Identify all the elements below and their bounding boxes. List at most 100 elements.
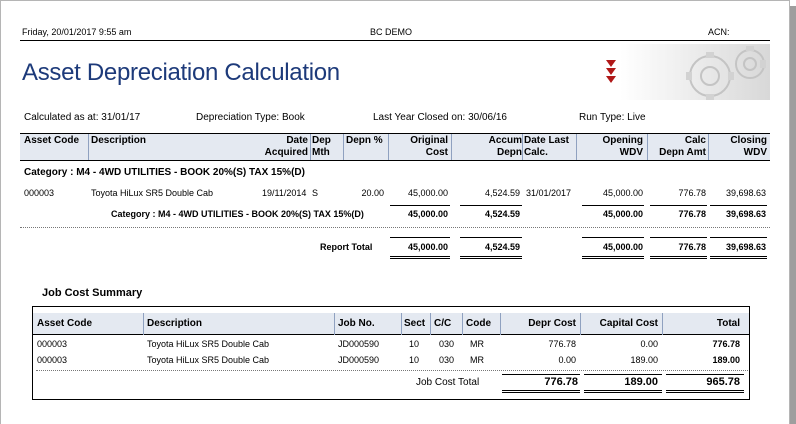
- category-total-closing-wdv: 39,698.63: [725, 209, 766, 219]
- total-rule: [390, 237, 450, 238]
- category-heading: Category : M4 - 4WD UTILITIES - BOOK 20%…: [24, 167, 305, 178]
- col-accum-depn-2: Depn: [497, 147, 522, 158]
- col-accum-depn-1: Accum: [488, 135, 522, 146]
- col-description: Description: [91, 135, 147, 146]
- col-opening-wdv-1: Opening: [602, 135, 643, 146]
- category-total-calc-depn: 776.78: [678, 209, 706, 219]
- asset-closing-wdv: 39,698.63: [725, 188, 766, 198]
- last-year-closed: Last Year Closed on: 30/06/16: [373, 112, 507, 123]
- col-original-cost-2: Cost: [425, 147, 448, 158]
- gear-logo-icon: [600, 44, 770, 100]
- calculated-as-at: Calculated as at: 31/01/17: [24, 112, 141, 123]
- col-calc-depn-2: Depn Amt: [659, 147, 706, 158]
- jc-row-code: MR: [470, 355, 484, 365]
- total-double-rule: [650, 256, 707, 259]
- jc-total-double-rule: [666, 390, 744, 393]
- jc-row-cc: 030: [439, 355, 455, 365]
- jc-col-job-no: Job No.: [338, 318, 375, 329]
- job-cost-total-label: Job Cost Total: [416, 377, 480, 388]
- report-total-accum-depn: 4,524.59: [484, 242, 520, 252]
- col-closing-wdv-1: Closing: [730, 135, 767, 146]
- company-name: BC DEMO: [370, 27, 413, 37]
- col-closing-wdv-2: WDV: [743, 147, 767, 158]
- col-sep: [310, 134, 311, 160]
- col-date-acquired-2: Acquired: [264, 147, 308, 158]
- job-cost-summary-title: Job Cost Summary: [42, 287, 143, 299]
- category-total-opening-wdv: 45,000.00: [602, 209, 643, 219]
- page-shadow: [790, 6, 796, 424]
- jc-row-description: Toyota HiLux SR5 Double Cab: [147, 339, 270, 349]
- report-total-original-cost: 45,000.00: [407, 242, 448, 252]
- asset-description: Toyota HiLux SR5 Double Cab: [91, 188, 214, 198]
- jc-col-total: Total: [716, 318, 740, 329]
- col-sep: [500, 313, 501, 335]
- col-sep: [334, 313, 335, 335]
- jc-row-code: MR: [470, 339, 484, 349]
- subtotal-rule: [710, 205, 767, 206]
- run-type: Run Type: Live: [579, 112, 646, 123]
- col-calc-depn-1: Calc: [684, 135, 706, 146]
- col-sep: [401, 313, 402, 335]
- col-sep: [143, 313, 144, 335]
- jc-row-description: Toyota HiLux SR5 Double Cab: [147, 355, 270, 365]
- asset-date-acquired: 19/11/2014: [262, 188, 307, 198]
- asset-dep-mth: S: [312, 188, 319, 198]
- asset-opening-wdv: 45,000.00: [602, 188, 643, 198]
- col-sep: [708, 134, 709, 160]
- asset-depn-pct: 20.00: [361, 188, 384, 198]
- asset-code: 000003: [24, 188, 55, 198]
- total-double-rule: [582, 256, 644, 259]
- report-datetime: Friday, 20/01/2017 9:55 am: [22, 27, 132, 37]
- asset-accum-depn: 4,524.59: [484, 188, 520, 198]
- job-cost-divider: [36, 370, 748, 371]
- job-cost-header-band: [33, 313, 749, 335]
- column-header-band: [20, 133, 770, 161]
- col-date-acquired-1: Date: [286, 135, 308, 146]
- jc-row-sect: 10: [409, 355, 420, 365]
- jc-row-capital-cost: 189.00: [630, 355, 658, 365]
- col-depn-pct: Depn %: [346, 135, 383, 146]
- jc-row-depr-cost: 0.00: [558, 355, 576, 365]
- jc-total-rule: [666, 374, 744, 375]
- category-total-label: Category : M4 - 4WD UTILITIES - BOOK 20%…: [111, 209, 364, 219]
- jc-row-total: 776.78: [712, 339, 740, 349]
- jc-col-sect: Sect: [404, 318, 426, 329]
- subtotal-rule: [390, 205, 450, 206]
- report-total-calc-depn: 776.78: [678, 242, 706, 252]
- jc-row-job-no: JD000590: [338, 355, 380, 365]
- jc-total-rule: [502, 374, 580, 375]
- report-total-closing-wdv: 39,698.63: [725, 242, 766, 252]
- jc-row-asset-code: 000003: [37, 355, 68, 365]
- asset-date-last-calc: 31/01/2017: [526, 188, 572, 198]
- jc-col-asset-code: Asset Code: [37, 318, 93, 329]
- category-total-original-cost: 45,000.00: [407, 209, 448, 219]
- jc-row-sect: 10: [409, 339, 420, 349]
- category-total-accum-depn: 4,524.59: [484, 209, 520, 219]
- asset-calc-depn: 776.78: [678, 188, 706, 198]
- jc-col-capital-cost: Capital Cost: [599, 318, 658, 329]
- total-double-rule: [710, 256, 767, 259]
- col-opening-wdv-2: WDV: [619, 147, 643, 158]
- jc-row-cc: 030: [439, 339, 455, 349]
- report-title: Asset Depreciation Calculation: [22, 59, 340, 86]
- col-sep: [662, 313, 663, 335]
- report-total-label: Report Total: [320, 242, 373, 252]
- report-total-opening-wdv: 45,000.00: [602, 242, 643, 252]
- jc-col-depr-cost: Depr Cost: [528, 318, 576, 329]
- col-sep: [462, 313, 463, 335]
- col-original-cost-1: Original: [410, 135, 448, 146]
- subtotal-rule: [460, 205, 522, 206]
- jc-row-total: 189.00: [712, 355, 740, 365]
- jc-total-double-rule: [502, 390, 580, 393]
- col-sep: [580, 313, 581, 335]
- total-rule: [650, 237, 707, 238]
- col-asset-code: Asset Code: [24, 135, 80, 146]
- depreciation-type: Depreciation Type: Book: [196, 112, 305, 123]
- col-dep-mth-2: Mth: [312, 147, 330, 158]
- header-rule: [20, 40, 770, 41]
- jc-total-double-rule: [584, 390, 662, 393]
- col-date-last-2: Calc.: [524, 147, 548, 158]
- total-double-rule: [390, 256, 450, 259]
- jc-col-description: Description: [147, 318, 203, 329]
